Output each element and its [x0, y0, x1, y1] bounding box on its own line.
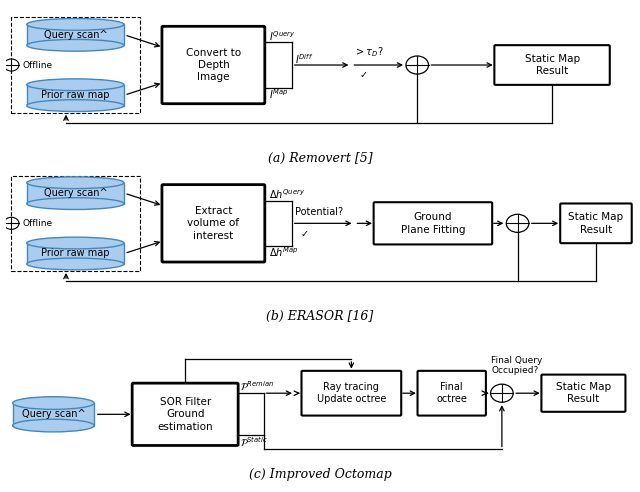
Text: $> \tau_D?$: $> \tau_D?$ [355, 46, 385, 60]
Text: Query scan^: Query scan^ [44, 30, 108, 40]
Text: Potential?: Potential? [295, 207, 343, 217]
Text: Static Map
Result: Static Map Result [556, 382, 611, 404]
Ellipse shape [13, 397, 94, 409]
Text: $\mathcal{P}^{Static}$: $\mathcal{P}^{Static}$ [240, 435, 268, 449]
Text: $\Delta h^{Query}$: $\Delta h^{Query}$ [269, 187, 305, 201]
Text: $I^{Query}$: $I^{Query}$ [269, 29, 295, 43]
Circle shape [4, 217, 19, 229]
Ellipse shape [13, 419, 94, 432]
Text: Extract
volume of
interest: Extract volume of interest [188, 206, 239, 241]
Ellipse shape [27, 237, 124, 249]
Ellipse shape [27, 79, 124, 91]
Text: Static Map
Result: Static Map Result [525, 54, 580, 76]
Bar [27, 25, 124, 45]
Bar [27, 243, 124, 264]
Text: $\checkmark$: $\checkmark$ [359, 69, 367, 79]
FancyBboxPatch shape [494, 45, 610, 85]
Ellipse shape [27, 177, 124, 188]
Circle shape [506, 215, 529, 232]
Text: Query scan^: Query scan^ [22, 409, 85, 419]
Bar [12, 176, 140, 271]
Circle shape [491, 384, 513, 402]
Text: $I^{Diff}$: $I^{Diff}$ [295, 52, 314, 66]
Ellipse shape [27, 39, 124, 51]
Text: Offline: Offline [22, 219, 52, 228]
Ellipse shape [27, 100, 124, 112]
Circle shape [4, 59, 19, 71]
Text: Ray tracing
Update octree: Ray tracing Update octree [317, 382, 386, 404]
Ellipse shape [27, 198, 124, 210]
Bar [27, 85, 124, 106]
FancyBboxPatch shape [162, 26, 265, 104]
Ellipse shape [27, 19, 124, 31]
Circle shape [406, 56, 429, 74]
Text: $\mathcal{P}^{Remian}$: $\mathcal{P}^{Remian}$ [240, 379, 274, 393]
Text: $\checkmark$: $\checkmark$ [300, 228, 308, 239]
Text: Static Map
Result: Static Map Result [568, 212, 623, 235]
FancyBboxPatch shape [417, 371, 486, 416]
Ellipse shape [27, 258, 124, 270]
FancyBboxPatch shape [162, 184, 265, 262]
Bar [27, 183, 124, 204]
Text: Final Query
Occupied?: Final Query Occupied? [492, 356, 543, 375]
FancyBboxPatch shape [374, 202, 492, 245]
Text: Query scan^: Query scan^ [44, 188, 108, 198]
Text: Prior raw map: Prior raw map [41, 248, 109, 258]
Text: (b) ERASOR [16]: (b) ERASOR [16] [266, 310, 374, 323]
FancyBboxPatch shape [132, 383, 238, 445]
Text: Convert to
Depth
Image: Convert to Depth Image [186, 48, 241, 83]
Bar [13, 403, 94, 426]
Text: (c) Improved Octomap: (c) Improved Octomap [248, 468, 392, 481]
Text: Offline: Offline [22, 61, 52, 69]
Text: Final
octree: Final octree [436, 382, 467, 404]
Text: (a) Removert [5]: (a) Removert [5] [268, 152, 372, 164]
Text: $I^{Map}$: $I^{Map}$ [269, 87, 288, 101]
Bar [12, 17, 140, 113]
FancyBboxPatch shape [541, 374, 625, 412]
FancyBboxPatch shape [301, 371, 401, 416]
Text: Prior raw map: Prior raw map [41, 90, 109, 100]
Text: $\Delta h^{Map}$: $\Delta h^{Map}$ [269, 246, 298, 259]
Text: Ground
Plane Fitting: Ground Plane Fitting [401, 212, 465, 235]
FancyBboxPatch shape [560, 204, 632, 243]
Text: SOR Filter
Ground
estimation: SOR Filter Ground estimation [157, 397, 213, 431]
